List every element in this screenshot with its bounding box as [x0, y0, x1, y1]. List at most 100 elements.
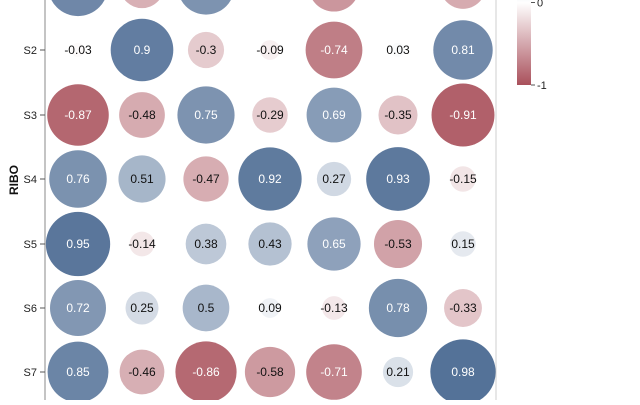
- bubble: [185, 223, 227, 265]
- bubble: [182, 284, 230, 332]
- bubble: [47, 341, 109, 403]
- bubble: [391, 43, 405, 57]
- bubble: [368, 278, 428, 338]
- bubble-value-label: 0.85: [66, 365, 90, 379]
- bubble-value-label: -0.29: [256, 108, 284, 122]
- bubble: [450, 166, 476, 192]
- bubble-value-label: -0.86: [192, 365, 220, 379]
- bubble: [118, 155, 166, 203]
- bubble-value-label: -0.15: [449, 172, 477, 186]
- bubble: [51, 0, 105, 17]
- bubble: [260, 298, 280, 318]
- bubble: [260, 40, 280, 60]
- bubble-value-label: -0.46: [128, 365, 156, 379]
- bubble: [45, 211, 111, 277]
- bubble-value-label: -0.09: [256, 43, 284, 57]
- bubble-value-label: 0.76: [66, 172, 90, 186]
- bubble: [119, 349, 165, 395]
- bubble: [433, 20, 493, 80]
- legend-tick-label: -1: [537, 80, 547, 92]
- bubble-value-label: 0.51: [130, 172, 154, 186]
- bubble-value-label: 0.69: [322, 108, 346, 122]
- bubble-value-label: 0.21: [386, 365, 410, 379]
- bubble-value-label: -0.14: [128, 237, 156, 251]
- legend-color-bar: [517, 0, 531, 85]
- bubble-value-label: 0.15: [451, 237, 475, 251]
- bubble: [431, 83, 495, 147]
- bubble-value-label: 0.72: [66, 301, 90, 315]
- bubble-value-label: 0.78: [386, 301, 410, 315]
- bubble: [119, 92, 165, 138]
- bubble: [177, 86, 235, 144]
- bubble-value-label: 0.95: [66, 237, 90, 251]
- bubble: [124, 0, 160, 9]
- bubble: [244, 346, 296, 398]
- y-tick-label: S6: [24, 303, 37, 315]
- bubble-value-label: -0.71: [320, 365, 348, 379]
- bubble-value-label: -0.47: [192, 172, 220, 186]
- bubble-value-label: 0.43: [258, 237, 282, 251]
- bubble-value-label: 0.92: [258, 172, 282, 186]
- bubble-value-label: 0.09: [258, 301, 282, 315]
- y-tick-label: S3: [24, 110, 37, 122]
- bubble: [49, 150, 107, 208]
- bubble-value-label: -0.53: [384, 237, 412, 251]
- bubble: [175, 341, 237, 403]
- bubble-value-label: -0.91: [449, 108, 477, 122]
- bubble: [248, 222, 292, 266]
- bubble: [306, 87, 362, 143]
- legend-tick-label: 0: [537, 0, 543, 10]
- y-tick-label: S5: [24, 239, 37, 251]
- bubble: [181, 0, 231, 15]
- bubble: [307, 217, 361, 271]
- bubble-value-label: -0.03: [64, 43, 92, 57]
- bubble: [183, 156, 229, 202]
- bubble: [238, 147, 302, 211]
- bubble: [312, 0, 356, 12]
- bubble-value-label: 0.98: [451, 365, 475, 379]
- bubble: [49, 279, 107, 337]
- bubble: [450, 231, 476, 257]
- bubble-value-label: -0.48: [128, 108, 156, 122]
- bubble: [125, 291, 159, 325]
- y-tick-label: S7: [24, 367, 37, 379]
- bubble-value-label: 0.38: [194, 237, 218, 251]
- y-tick-label: S2: [24, 45, 37, 57]
- bubble: [378, 95, 418, 135]
- bubble: [444, 289, 482, 327]
- y-tick-label: S4: [24, 174, 37, 186]
- bubble-value-label: 0.03: [386, 43, 410, 57]
- bubble: [382, 356, 414, 388]
- bubble: [322, 296, 346, 320]
- bubble-value-label: 0.93: [386, 172, 410, 186]
- bubble-value-label: -0.74: [320, 43, 348, 57]
- bubble-value-label: -0.13: [320, 301, 348, 315]
- bubble-value-label: -0.3: [196, 43, 217, 57]
- bubble: [444, 0, 482, 9]
- bubble-value-label: 0.65: [322, 237, 346, 251]
- bubble-value-label: -0.58: [256, 365, 284, 379]
- bubble-value-label: -0.87: [64, 108, 92, 122]
- bubble: [129, 231, 155, 257]
- bubble: [305, 21, 363, 79]
- bubble: [47, 84, 109, 146]
- bubble: [71, 43, 85, 57]
- bubble-value-label: 0.75: [194, 108, 218, 122]
- bubble: [187, 31, 225, 69]
- bubble-value-label: 0.27: [322, 172, 346, 186]
- bubble-value-label: -0.33: [449, 301, 477, 315]
- bubble-value-label: 0.5: [198, 301, 215, 315]
- bubble: [430, 339, 496, 405]
- bubble: [316, 161, 352, 197]
- bubble: [252, 97, 288, 133]
- bubble: [373, 219, 423, 269]
- bubble: [366, 147, 430, 211]
- bubble: [110, 18, 174, 82]
- bubble-value-label: -0.35: [384, 108, 412, 122]
- bubble-value-label: 0.25: [130, 301, 154, 315]
- bubble: [306, 344, 362, 400]
- bubble-value-label: 0.81: [451, 43, 475, 57]
- bubble-value-label: 0.9: [134, 43, 151, 57]
